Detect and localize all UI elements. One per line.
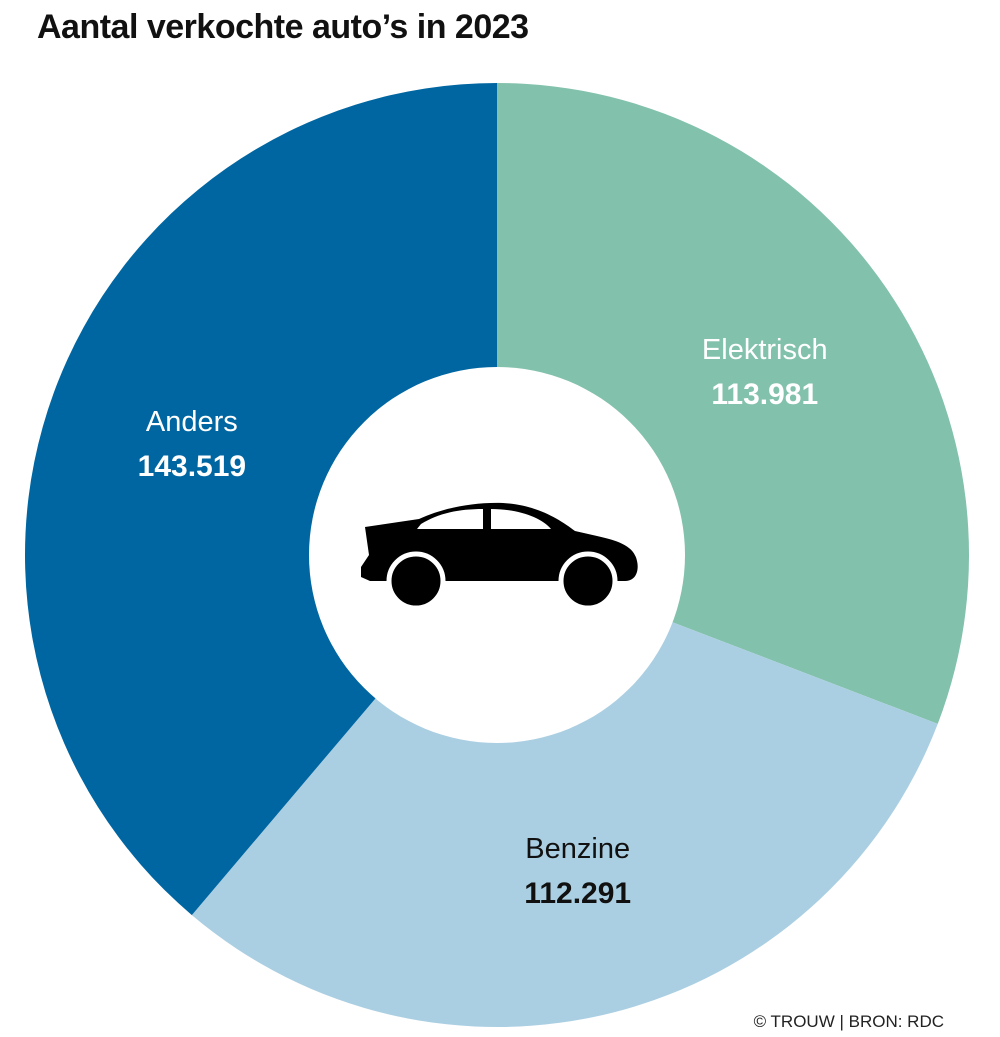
slice-value-benzine: 112.291 (524, 877, 631, 910)
slice-value-anders: 143.519 (138, 450, 246, 483)
slice-benzine (191, 555, 938, 1027)
chart-title: Aantal verkochte auto’s in 2023 (37, 8, 529, 46)
slice-labels: Elektrisch 113.981 Benzine 112.291 Anders 143… (138, 334, 828, 910)
source-credit: © TROUW | BRON: RDC (753, 1012, 944, 1031)
slice-label-anders: Anders (146, 406, 238, 438)
slice-value-elektrisch: 113.981 (711, 378, 818, 411)
slice-label-benzine: Benzine (525, 833, 630, 865)
slice-anders (25, 83, 497, 916)
car-icon (361, 502, 638, 611)
slice-label-elektrisch: Elektrisch (702, 334, 828, 366)
